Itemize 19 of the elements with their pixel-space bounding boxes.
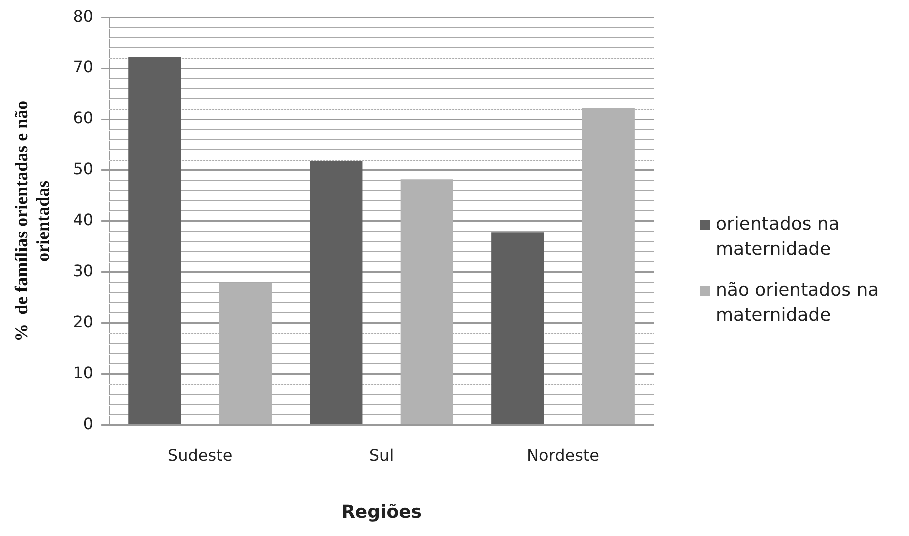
y-tick-label: 10 — [73, 363, 94, 382]
y-tick-label: 0 — [83, 414, 94, 434]
y-tick-label: 30 — [73, 262, 94, 281]
x-tick-label: Nordeste — [527, 446, 600, 465]
legend-label: orientados na maternidade — [716, 213, 841, 262]
x-tick-label: Sudeste — [168, 446, 233, 465]
legend-label: não orientados na maternidade — [716, 279, 880, 328]
bar — [128, 57, 182, 424]
y-tick-label: 70 — [73, 58, 94, 77]
x-tick-label: Sul — [369, 446, 394, 465]
bar — [492, 232, 544, 424]
y-tick-label: 40 — [73, 210, 94, 230]
y-tick-label: 20 — [73, 312, 94, 332]
bar — [310, 161, 363, 424]
y-tick-label: 80 — [73, 6, 94, 26]
y-tick-label: 50 — [73, 160, 94, 179]
y-tick-label: 60 — [73, 108, 94, 128]
x-axis-title: Regiões — [342, 502, 422, 523]
y-axis-title: % de famílias orientadas e não orientadas — [11, 100, 54, 342]
